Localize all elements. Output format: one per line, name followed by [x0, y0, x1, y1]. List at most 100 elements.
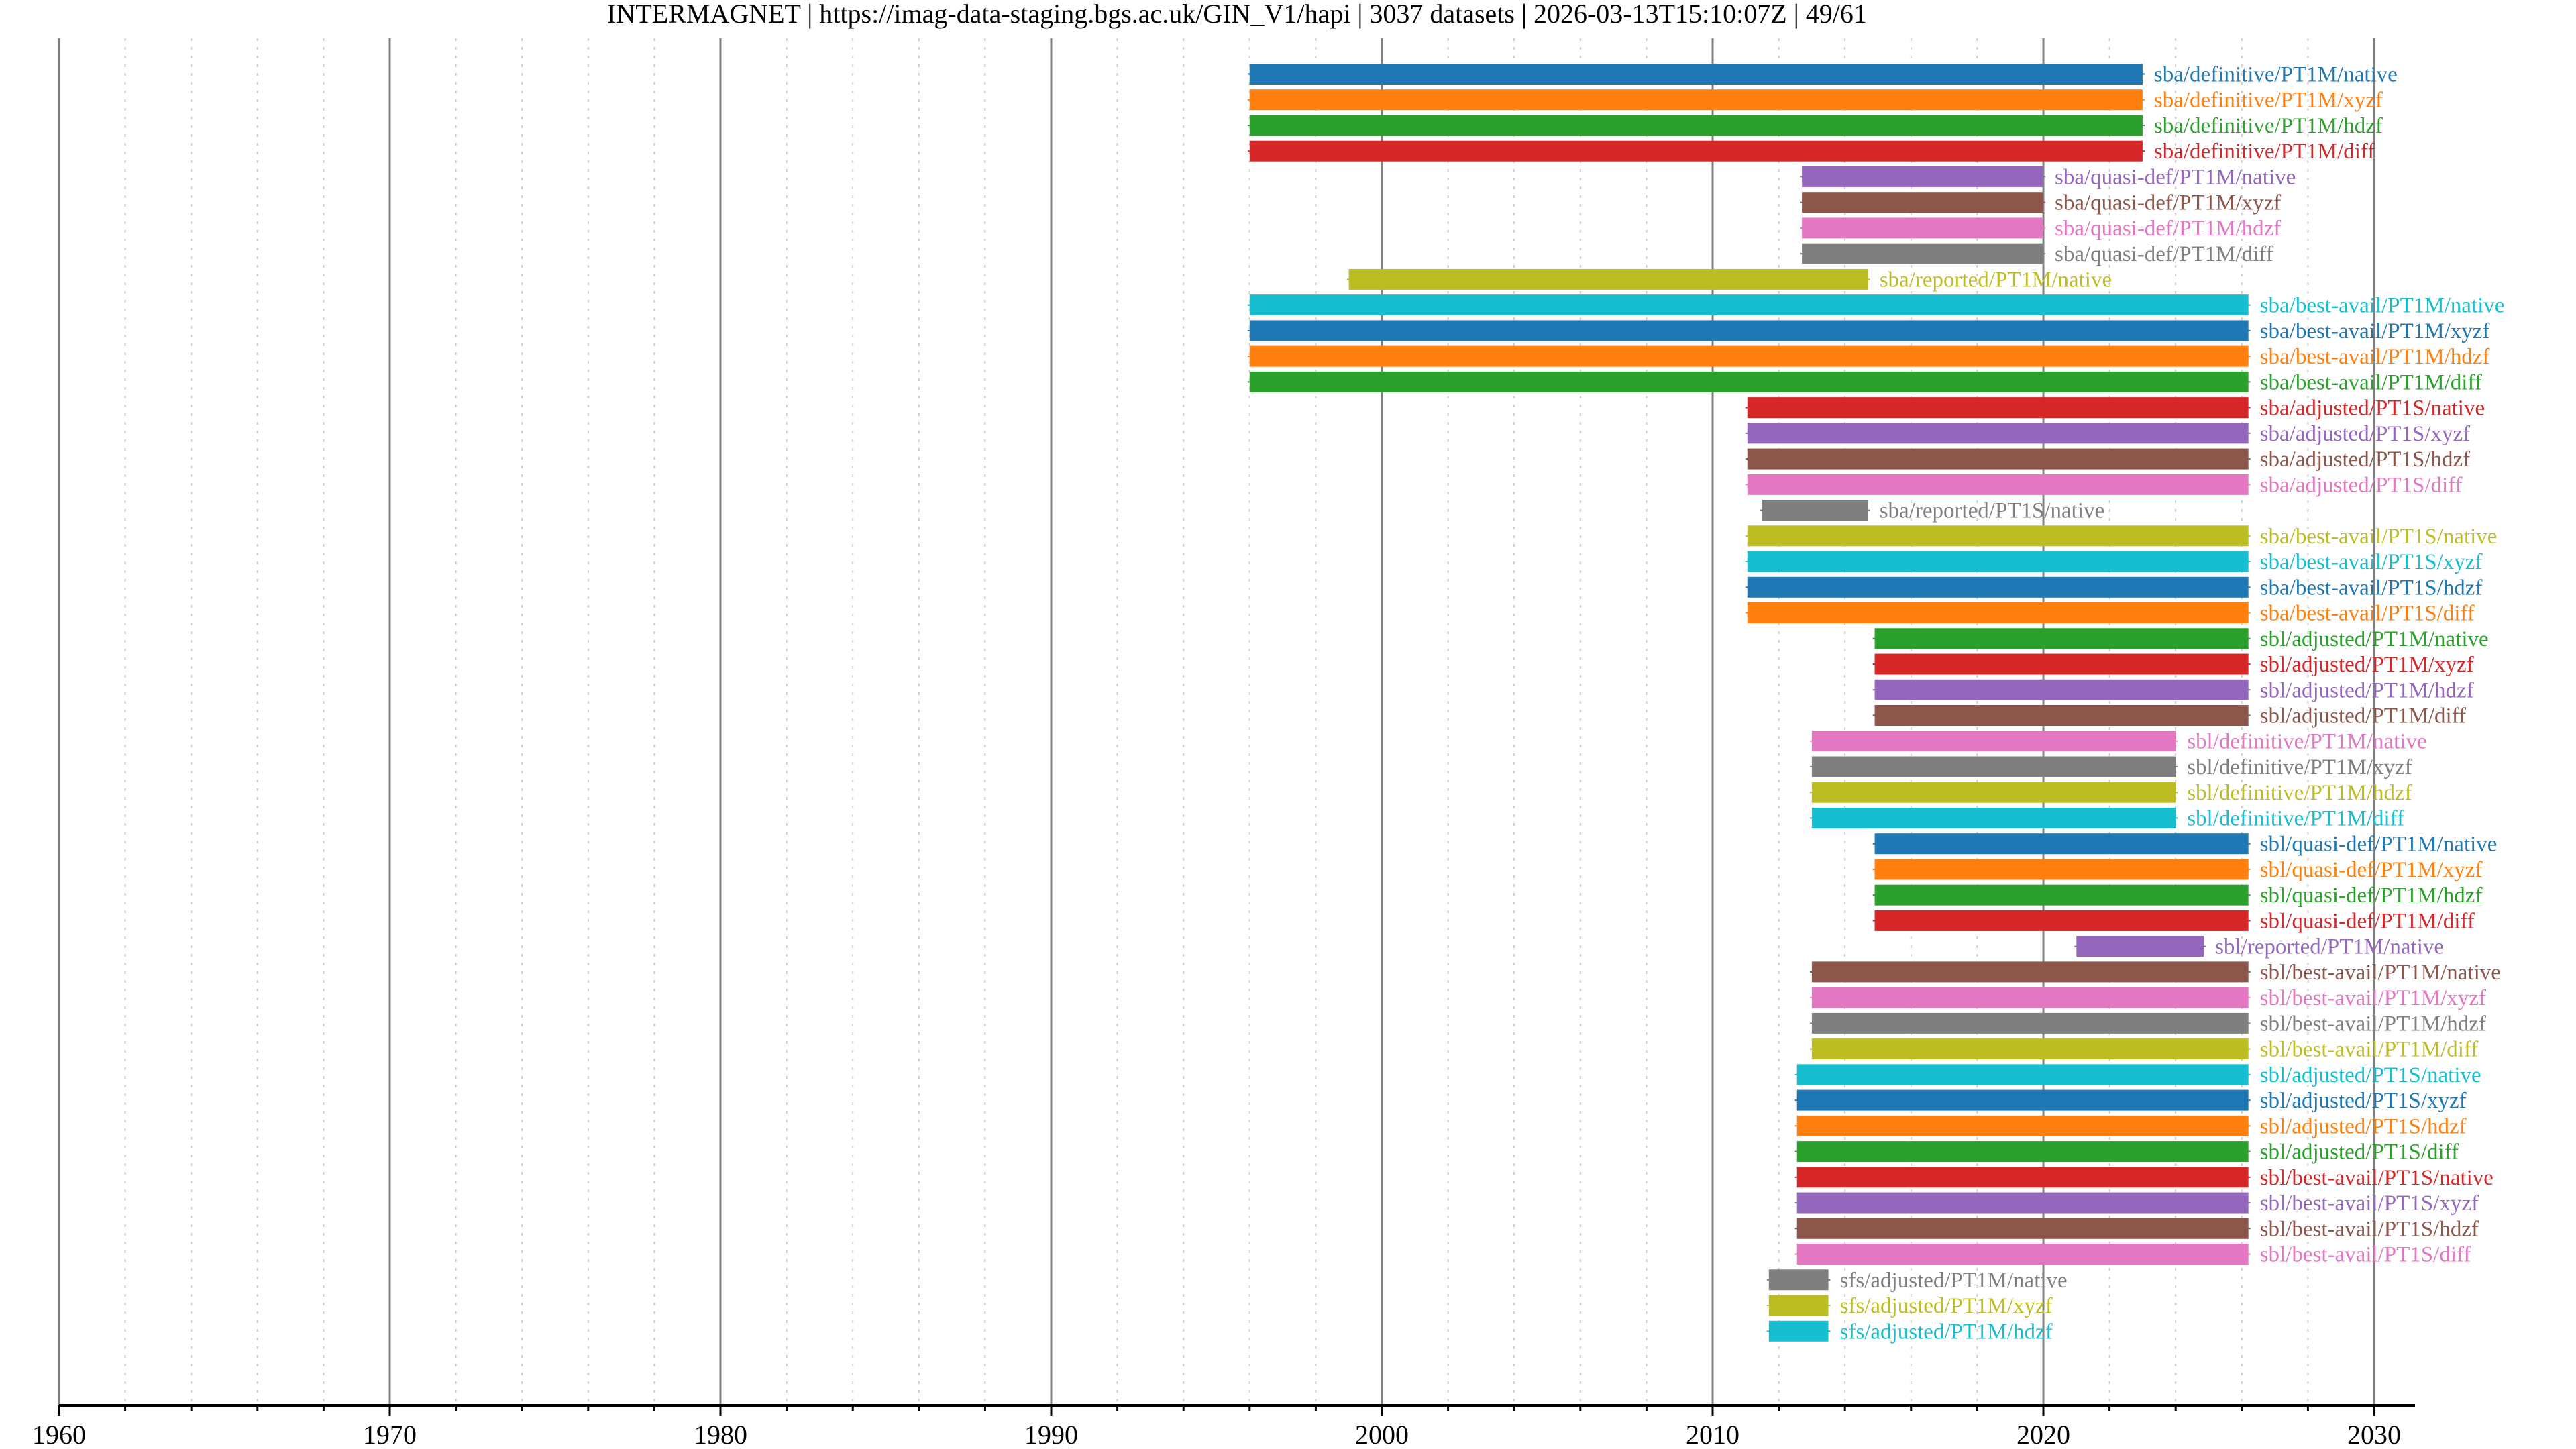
dataset-label: sbl/quasi-def/PT1M/hdzf: [2260, 883, 2483, 908]
dataset-bar: [1249, 320, 2249, 341]
dataset-label: sbl/best-avail/PT1M/native: [2260, 961, 2501, 985]
dataset-row: [1794, 1064, 2251, 1085]
dataset-label: sba/reported/PT1M/native: [1880, 268, 2112, 292]
dataset-label: sfs/adjusted/PT1M/native: [1840, 1269, 2068, 1293]
dataset-row: [1745, 551, 2251, 572]
dataset-label: sbl/reported/PT1M/native: [2215, 935, 2444, 959]
dataset-row: [1809, 807, 2178, 828]
dataset-row: [1809, 756, 2178, 777]
dataset-bar: [1874, 679, 2249, 700]
dataset-labels: sba/definitive/PT1M/nativesba/definitive…: [1840, 63, 2505, 1344]
dataset-row: [1872, 833, 2251, 855]
dataset-bar: [2076, 936, 2204, 957]
dataset-label: sbl/definitive/PT1M/native: [2187, 730, 2426, 754]
dataset-label: sba/quasi-def/PT1M/hdzf: [2055, 217, 2281, 241]
dataset-label: sba/best-avail/PT1M/diff: [2260, 370, 2482, 394]
dataset-row: [1766, 1320, 1831, 1342]
dataset-row: [1745, 474, 2251, 495]
dataset-label: sbl/quasi-def/PT1M/diff: [2260, 909, 2475, 933]
x-tick-label: 1960: [32, 1419, 86, 1449]
dataset-bar: [1802, 166, 2043, 187]
dataset-bars: [1247, 64, 2251, 1342]
dataset-row: [1247, 64, 2145, 85]
dataset-bar: [1796, 1192, 2249, 1214]
dataset-bar: [1249, 115, 2143, 136]
x-tick-label: 2020: [2017, 1419, 2070, 1449]
dataset-row: [1745, 602, 2251, 624]
dataset-bar: [1747, 525, 2249, 547]
dataset-label: sba/best-avail/PT1M/native: [2260, 294, 2505, 318]
dataset-bar: [1874, 859, 2249, 880]
dataset-row: [1800, 192, 2045, 213]
dataset-row: [1872, 910, 2251, 931]
dataset-bar: [1811, 961, 2249, 983]
dataset-row: [1247, 140, 2145, 162]
dataset-label: sbl/adjusted/PT1S/hdzf: [2260, 1114, 2467, 1138]
dataset-label: sba/best-avail/PT1S/xyzf: [2260, 550, 2483, 574]
dataset-row: [1800, 217, 2045, 239]
dataset-bar: [1249, 64, 2143, 85]
dataset-row: [1247, 89, 2145, 111]
dataset-label: sbl/best-avail/PT1M/diff: [2260, 1038, 2479, 1062]
dataset-bar: [1811, 1012, 2249, 1034]
x-tick-label: 2010: [1686, 1419, 1739, 1449]
x-axis-ticks: [58, 1405, 2375, 1416]
dataset-row: [1809, 782, 2178, 803]
dataset-label: sba/quasi-def/PT1M/xyzf: [2055, 191, 2281, 215]
dataset-bar: [1348, 268, 1868, 290]
dataset-row: [1794, 1192, 2251, 1214]
dataset-bar: [1802, 192, 2043, 213]
x-tick-label: 2000: [1355, 1419, 1409, 1449]
dataset-bar: [1811, 807, 2176, 828]
dataset-bar: [1249, 371, 2249, 392]
x-tick-label: 1980: [694, 1419, 747, 1449]
dataset-label: sbl/adjusted/PT1M/xyzf: [2260, 653, 2474, 677]
dataset-label: sbl/best-avail/PT1S/diff: [2260, 1243, 2471, 1267]
dataset-bar: [1796, 1064, 2249, 1085]
dataset-row: [1247, 371, 2251, 392]
dataset-row: [1745, 423, 2251, 444]
dataset-bar: [1874, 833, 2249, 855]
dataset-row: [1794, 1218, 2251, 1239]
dataset-bar: [1796, 1167, 2249, 1188]
x-tick-label: 1970: [363, 1419, 417, 1449]
dataset-row: [1766, 1295, 1831, 1316]
dataset-bar: [1796, 1141, 2249, 1163]
dataset-bar: [1796, 1218, 2249, 1239]
dataset-label: sbl/definitive/PT1M/xyzf: [2187, 755, 2412, 780]
dataset-bar: [1768, 1269, 1829, 1291]
dataset-label: sba/reported/PT1S/native: [1880, 499, 2104, 523]
dataset-label: sbl/adjusted/PT1S/xyzf: [2260, 1089, 2467, 1113]
dataset-row: [1809, 1038, 2251, 1060]
title-background: [604, 0, 1870, 34]
dataset-label: sbl/best-avail/PT1M/hdzf: [2260, 1012, 2486, 1036]
dataset-label: sba/definitive/PT1M/diff: [2154, 140, 2375, 164]
dataset-bar: [1874, 705, 2249, 726]
dataset-label: sba/definitive/PT1M/xyzf: [2154, 89, 2383, 113]
dataset-row: [1800, 166, 2045, 187]
x-axis-tick-labels: 1960 1970 1980 1990 2000 2010 2020 2030: [32, 1419, 2401, 1449]
dataset-row: [1872, 628, 2251, 649]
dataset-row: [1247, 320, 2251, 341]
dataset-label: sba/adjusted/PT1S/xyzf: [2260, 422, 2470, 446]
dataset-bar: [1802, 243, 2043, 264]
minor-gridlines: [124, 38, 2309, 1405]
dataset-row: [1872, 679, 2251, 700]
dataset-label: sba/quasi-def/PT1M/diff: [2055, 242, 2273, 266]
dataset-bar: [1747, 576, 2249, 598]
dataset-row: [1794, 1167, 2251, 1188]
dataset-row: [1247, 294, 2251, 316]
dataset-label: sfs/adjusted/PT1M/xyzf: [1840, 1294, 2053, 1318]
dataset-bar: [1249, 140, 2143, 162]
dataset-row: [1809, 987, 2251, 1008]
dataset-label: sba/best-avail/PT1M/xyzf: [2260, 319, 2490, 343]
dataset-bar: [1747, 448, 2249, 470]
dataset-bar: [1747, 551, 2249, 572]
dataset-label: sbl/adjusted/PT1S/native: [2260, 1063, 2481, 1087]
dataset-row: [1872, 859, 2251, 880]
dataset-bar: [1768, 1295, 1829, 1316]
dataset-label: sbl/best-avail/PT1M/xyzf: [2260, 986, 2486, 1010]
dataset-bar: [1249, 89, 2143, 111]
dataset-bar: [1874, 910, 2249, 931]
